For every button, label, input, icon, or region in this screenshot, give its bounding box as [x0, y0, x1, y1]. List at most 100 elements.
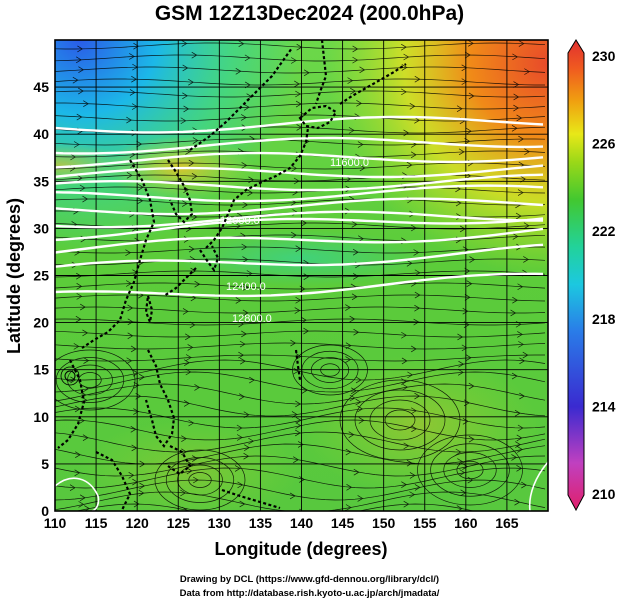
circulation-center-markers [55, 366, 548, 511]
wind-arrow [249, 376, 255, 384]
wind-arrow [464, 294, 471, 301]
wind-arrow [69, 484, 76, 492]
wind-arrow [345, 504, 352, 511]
wind-arrow [133, 408, 140, 415]
wind-arrow [511, 372, 518, 380]
wind-arrow [519, 392, 525, 400]
colorbar-tick-label: 226 [592, 136, 616, 152]
wind-arrow [466, 280, 473, 288]
wind-arrow [126, 357, 133, 365]
wind-arrow [512, 296, 518, 304]
height-contour-line [55, 136, 544, 155]
wind-arrow [357, 495, 364, 502]
eddy-streamline [165, 457, 235, 503]
vietnam-coast [57, 359, 86, 449]
wind-arrow [73, 141, 80, 148]
wind-arrow [192, 137, 199, 144]
kuril-islands [339, 63, 407, 105]
wind-arrow [76, 272, 82, 280]
height-contour-line [55, 217, 544, 242]
wind-arrow [511, 124, 518, 132]
wind-arrow [406, 459, 413, 467]
wind-arrow [127, 318, 134, 326]
map-canvas: 11600.0 12000.0 12400.0 12800.0 110 115 12… [4, 39, 616, 559]
wind-arrow [410, 151, 417, 159]
wind-arrow [461, 344, 468, 352]
wind-arrow [77, 45, 84, 53]
wind-arrow [75, 56, 82, 64]
wind-arrow [248, 437, 255, 445]
wind-arrow [348, 431, 355, 438]
eddy-streamline [430, 443, 510, 497]
wind-arrow [183, 105, 190, 113]
wind-arrow [403, 129, 410, 137]
wind-arrow [73, 343, 80, 350]
wind-arrow [403, 442, 410, 450]
wind-arrow [76, 174, 83, 182]
wind-arrow [522, 351, 529, 359]
wind-arrow [238, 40, 245, 48]
height-contour-line [55, 197, 544, 216]
wind-arrow [349, 315, 356, 323]
wind-arrow [295, 400, 301, 408]
y-tick-label: 35 [33, 173, 49, 189]
x-axis-label: Longitude (degrees) [214, 539, 387, 559]
wind-arrow [182, 308, 189, 315]
wind-arrow [523, 256, 529, 263]
wind-arrow [401, 378, 407, 385]
wind-arrow [127, 332, 134, 340]
wind-arrow [461, 64, 468, 72]
wind-arrow [125, 249, 132, 256]
x-tick-label: 110 [44, 515, 67, 531]
wind-arrow [186, 467, 193, 475]
x-tick-label: 155 [413, 515, 437, 531]
wind-arrow [456, 105, 463, 113]
wind-arrow [410, 407, 417, 415]
wind-arrow [517, 283, 524, 291]
wind-arrow [513, 93, 520, 101]
wind-arrow [133, 500, 140, 508]
japan-honshu-coast [205, 127, 310, 249]
credit-data: Data from http://database.rish.kyoto-u.a… [179, 588, 440, 599]
streamline [55, 54, 546, 62]
wind-arrow [239, 340, 246, 348]
wind-arrow [458, 360, 465, 368]
wind-arrow [465, 354, 472, 361]
wind-arrow [182, 92, 188, 100]
wind-arrow [192, 455, 198, 462]
wind-arrow [79, 303, 86, 311]
wind-arrow [345, 356, 352, 363]
streamline [55, 42, 546, 50]
map-title: GSM 12Z13Dec2024 (200.0hPa) [154, 2, 465, 25]
wind-arrow [130, 425, 137, 433]
wind-arrow [515, 212, 522, 220]
eddy-streamline [154, 449, 246, 511]
wind-arrow [468, 40, 474, 47]
wind-arrow [406, 259, 413, 267]
wind-arrow [350, 87, 356, 95]
x-tick-label: 165 [495, 515, 519, 531]
streamline [55, 114, 546, 122]
wind-arrow [295, 245, 302, 252]
wind-arrow [414, 75, 421, 83]
streamline [55, 491, 546, 511]
wind-arrow [414, 484, 421, 491]
y-tick-label: 0 [41, 503, 49, 519]
colorbar-tick-label: 230 [592, 48, 616, 64]
wind-arrow [181, 435, 187, 442]
wind-arrow [188, 245, 195, 253]
wind-arrow [72, 76, 79, 84]
wind-arrow [345, 304, 352, 311]
wind-arrow [518, 135, 524, 143]
wind-arrow [129, 89, 136, 96]
wind-arrow [459, 469, 466, 476]
wind-arrow [294, 80, 300, 88]
wind-arrow [518, 341, 524, 348]
wind-arrow [182, 200, 188, 207]
x-tick-label: 115 [85, 515, 108, 531]
wind-arrow [410, 345, 417, 353]
wind-arrow [74, 405, 81, 413]
wind-arrow [512, 233, 519, 240]
wind-arrow [467, 476, 474, 484]
